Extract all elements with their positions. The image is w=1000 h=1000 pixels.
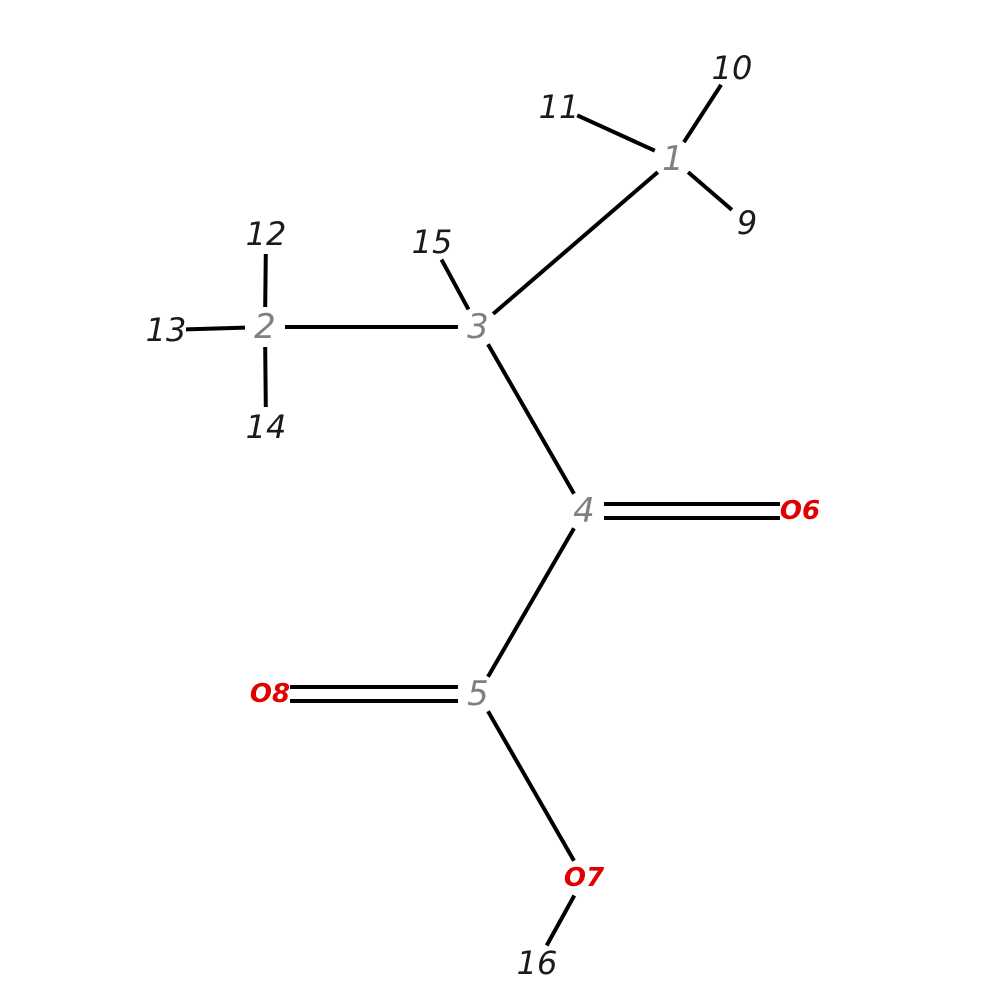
bond-line bbox=[488, 344, 574, 493]
bond-line bbox=[577, 115, 655, 150]
atom-label-12: 12 bbox=[246, 215, 287, 253]
atom-label-14: 14 bbox=[246, 408, 287, 446]
bond-line bbox=[688, 172, 732, 210]
atom-label-6: O6 bbox=[780, 496, 820, 526]
atom-label-2: 2 bbox=[254, 307, 276, 347]
atom-label-3: 3 bbox=[467, 307, 489, 347]
atom-label-5: 5 bbox=[467, 674, 489, 714]
atom-label-4: 4 bbox=[573, 491, 595, 531]
atom-label-15: 15 bbox=[412, 223, 453, 261]
atom-label-16: 16 bbox=[517, 944, 558, 982]
atom-label-13: 13 bbox=[146, 311, 187, 349]
atom-label-1: 1 bbox=[662, 139, 684, 179]
bond-line bbox=[488, 528, 574, 676]
atom-label-9: 9 bbox=[737, 204, 757, 242]
bond-line bbox=[493, 172, 658, 314]
bond-line bbox=[547, 896, 575, 946]
bond-line bbox=[265, 347, 266, 407]
atom-label-11: 11 bbox=[539, 88, 580, 126]
bond-line bbox=[442, 260, 469, 310]
atom-label-10: 10 bbox=[712, 49, 753, 87]
atoms-layer: 12345O6O7O8910111213141516 bbox=[146, 49, 820, 982]
bond-line bbox=[488, 711, 574, 860]
molecule-diagram: 12345O6O7O8910111213141516 bbox=[0, 0, 1000, 1000]
bonds-layer bbox=[186, 85, 780, 946]
atom-label-8: O8 bbox=[250, 679, 290, 709]
atom-label-7: O7 bbox=[564, 863, 605, 893]
bond-line bbox=[684, 85, 721, 142]
bond-line bbox=[186, 328, 245, 330]
bond-line bbox=[265, 254, 266, 307]
